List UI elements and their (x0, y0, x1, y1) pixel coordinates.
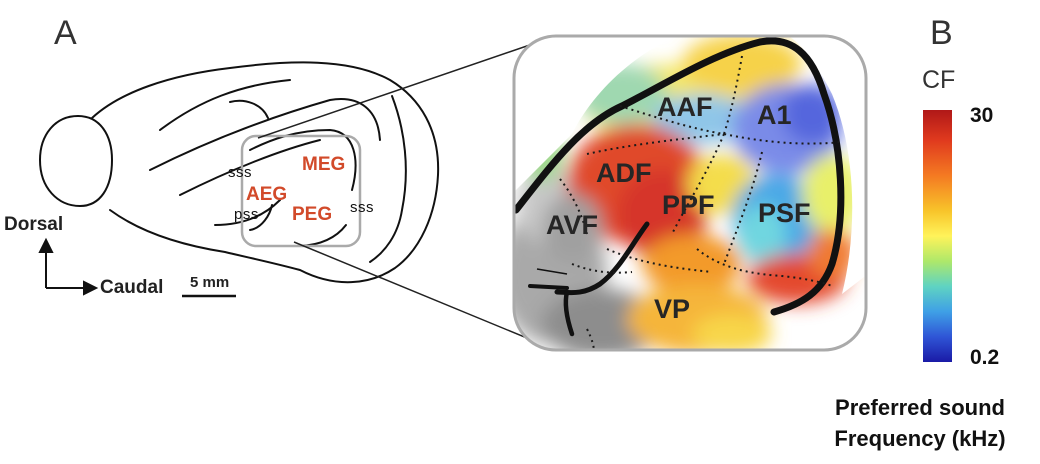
colorbar-caption-line1: Preferred sound (835, 395, 1005, 420)
field-label-avf: AVF (546, 210, 598, 240)
colorbar-min-label: 0.2 (970, 346, 1000, 369)
border-low (571, 263, 633, 274)
colorbar-max-label: 30 (970, 104, 994, 127)
boundary-outer (514, 37, 845, 316)
orientation-dorsal-label: Dorsal (4, 214, 64, 235)
brain-inset-frame (240, 134, 362, 248)
sulcus-line-6 (214, 199, 281, 226)
tonotopic-map (512, 34, 868, 352)
border-psf (696, 248, 833, 287)
sulcus-line-1 (149, 98, 381, 171)
region-label-aeg: AEG (246, 184, 288, 205)
boundary-fork (563, 289, 575, 337)
sulcus-line-5 (369, 95, 407, 263)
panel-label-b: B (930, 14, 953, 52)
border-avf (559, 178, 588, 235)
zoom-line-top (257, 35, 557, 139)
border-ppf-psf (723, 151, 763, 265)
border-ppf-adf (671, 133, 725, 235)
brain-outline (91, 61, 440, 284)
sulcus-line-7 (249, 204, 273, 231)
caudal-arrow-head (83, 280, 99, 296)
sulcus-label-sss-upper: sss (228, 164, 252, 181)
sulcus-line-2 (179, 139, 321, 196)
tonotopic-map-svg (512, 34, 868, 352)
field-label-vp: VP (654, 294, 691, 324)
region-label-peg: PEG (292, 204, 333, 225)
map-frame (512, 34, 868, 352)
dorsal-arrow-head (38, 237, 54, 253)
olfactory-bulb (39, 115, 113, 207)
border-vp (606, 248, 713, 273)
field-label-aaf: AAF (657, 92, 713, 122)
border-aaf-a1 (723, 55, 743, 135)
sulcus-label-pss: pss (234, 206, 259, 223)
field-label-ppf: PPF (662, 190, 715, 220)
orientation-caudal-label: Caudal (100, 277, 164, 298)
colorbar-title: CF (922, 66, 956, 94)
colorbar-caption-line2: Frequency (kHz) (834, 426, 1006, 451)
colorbar (923, 110, 952, 362)
field-label-a1: A1 (757, 100, 792, 130)
sulcus-line-8 (299, 224, 347, 247)
region-label-meg: MEG (302, 154, 346, 175)
scale-bar-label: 5 mm (190, 274, 230, 291)
zoom-line-bottom (293, 241, 557, 351)
field-label-adf: ADF (596, 158, 652, 188)
sulcus-line-4 (249, 129, 357, 191)
colorbar-caption: Preferred sound Frequency (kHz) (800, 392, 1040, 454)
sulcus-line-3 (159, 79, 291, 131)
panel-label-a: A (54, 14, 77, 52)
sulcus-label-sss-right: sss (350, 199, 374, 216)
field-label-psf: PSF (758, 198, 811, 228)
sulcus-line-9 (229, 99, 269, 119)
